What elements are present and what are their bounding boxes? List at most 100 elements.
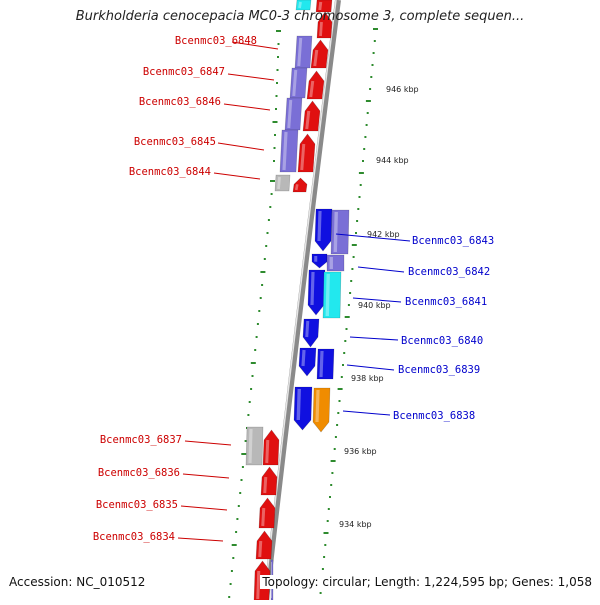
gene-6837-block bbox=[245, 426, 264, 466]
ruler-right-tick bbox=[337, 388, 343, 390]
ruler-right-tick bbox=[323, 532, 329, 534]
ruler-right-tick bbox=[351, 268, 354, 270]
gene-arrow-6844-red-shine bbox=[300, 143, 306, 171]
ruler-right-tick bbox=[324, 544, 327, 546]
ruler-right-tick bbox=[319, 592, 322, 594]
ruler-left-tick bbox=[254, 349, 257, 351]
ruler-dots bbox=[228, 28, 378, 598]
gene-6846-block-shine bbox=[287, 99, 293, 129]
gene-6840-arrow-shine bbox=[305, 320, 310, 338]
gene-6837-arrow-shine bbox=[265, 439, 270, 464]
ruler-right-tick bbox=[356, 220, 359, 222]
ruler-left-tick bbox=[261, 284, 264, 286]
gene-6845-block-shine bbox=[282, 131, 288, 171]
gene-6839-arrow bbox=[298, 347, 317, 377]
gene-6840-arrow-shape bbox=[302, 318, 320, 348]
ruler-left-tick bbox=[250, 388, 253, 390]
map-title: Burkholderia cenocepacia MC0-3 chromosom… bbox=[75, 9, 525, 24]
ruler-left-upper-tick bbox=[274, 134, 276, 136]
backbone bbox=[263, 0, 341, 601]
gene-6839-block bbox=[316, 348, 335, 380]
ruler-left-tick bbox=[235, 531, 238, 533]
gene-label-bcenmc03-6845: Bcenmc03_6845 bbox=[134, 136, 216, 148]
gene-label-bcenmc03-6848: Bcenmc03_6848 bbox=[175, 35, 257, 47]
ruler-right-tick bbox=[373, 40, 376, 42]
gene-6835-arrow-shape bbox=[258, 497, 276, 529]
gene-6845-block-shape bbox=[279, 129, 299, 173]
gene-bottom-arrow-shine bbox=[256, 570, 261, 600]
gene-6837-arrow bbox=[262, 429, 280, 466]
ruler-right-tick bbox=[336, 424, 339, 426]
ruler-right-tick bbox=[365, 124, 368, 126]
leader-line bbox=[335, 233, 411, 242]
gene-6838-arrow-shine bbox=[296, 388, 301, 421]
gene-arrow-6844-red-shape bbox=[297, 133, 316, 173]
ruler-left-tick bbox=[251, 375, 254, 377]
gene-6839-arrow-shape bbox=[298, 347, 317, 377]
gene-6843-block bbox=[330, 209, 350, 255]
gene-6834-arrow-shape bbox=[255, 530, 273, 560]
gene-arrow-6845-red-shape bbox=[302, 100, 321, 132]
gene-label-bcenmc03-6847: Bcenmc03_6847 bbox=[143, 66, 225, 78]
ruler-left-tick bbox=[248, 401, 251, 403]
ruler-left-upper-tick bbox=[273, 160, 275, 162]
gene-label-bcenmc03-6841: Bcenmc03_6841 bbox=[405, 296, 487, 308]
gene-6848-block-shine bbox=[297, 37, 303, 67]
gene-6844-block bbox=[274, 174, 291, 192]
ruler-left-tick bbox=[237, 505, 240, 507]
gene-label-bcenmc03-6842: Bcenmc03_6842 bbox=[408, 266, 490, 278]
ruler-right-tick bbox=[366, 112, 369, 114]
ruler-right-tick bbox=[351, 244, 357, 246]
leader-line bbox=[342, 410, 391, 416]
ruler-right-tick bbox=[358, 172, 364, 174]
ruler-right-tick bbox=[340, 376, 343, 378]
gene-6841-arrow bbox=[307, 269, 326, 316]
ruler-left-tick bbox=[260, 271, 266, 273]
gene-arrow-top-partial bbox=[315, 0, 333, 13]
ruler-left-tick bbox=[269, 206, 272, 208]
leader-line bbox=[182, 473, 230, 479]
leader-line bbox=[217, 142, 265, 151]
gene-6842-arrow bbox=[311, 253, 328, 269]
gene-6842-arrow-shape bbox=[311, 253, 328, 269]
gene-label-bcenmc03-6839: Bcenmc03_6839 bbox=[398, 364, 480, 376]
ruler-labels: 946 kbp 944 kbp 942 kbp 940 kbp 938 kbp 936 k… bbox=[339, 85, 419, 529]
gene-6843-arrow-shape bbox=[314, 208, 333, 252]
gene-arrow-6846-red-shine bbox=[309, 80, 315, 98]
ruler-left-upper-tick bbox=[276, 69, 279, 71]
gene-6846-block bbox=[284, 97, 303, 131]
ruler-left-tick bbox=[270, 193, 273, 195]
gene-arrow-6847-red-shape bbox=[310, 39, 329, 69]
gene-arrow-6848-red bbox=[316, 11, 333, 39]
ruler-left-upper-tick bbox=[275, 95, 278, 97]
ruler-label: 940 kbp bbox=[358, 301, 391, 310]
ruler-left-upper-tick bbox=[276, 82, 278, 84]
ruler-left-tick bbox=[270, 180, 275, 182]
ruler-left-tick bbox=[228, 596, 231, 598]
ruler-right-tick bbox=[372, 52, 375, 54]
ruler-right-tick bbox=[355, 232, 357, 234]
ruler-right-tick bbox=[347, 304, 350, 306]
gene-label-bcenmc03-6840: Bcenmc03_6840 bbox=[401, 335, 483, 347]
gene-arrow-small-red-shine bbox=[294, 184, 299, 191]
gene-arrow-6845-red bbox=[302, 100, 321, 132]
ruler-left-tick bbox=[250, 362, 256, 364]
ruler-left-tick bbox=[256, 323, 259, 325]
ruler-right-tick bbox=[333, 448, 336, 450]
ruler-right-tick bbox=[349, 292, 352, 294]
gene-6843-arrow-shine bbox=[317, 210, 322, 242]
gene-6834-arrow bbox=[255, 530, 273, 560]
leader-line bbox=[184, 440, 232, 446]
gene-arrow-6844-red bbox=[297, 133, 316, 173]
ruler-right-tick bbox=[373, 28, 378, 30]
ruler-right-tick bbox=[329, 496, 331, 498]
gene-6836-arrow-shine bbox=[263, 476, 268, 494]
gene-6847-block-shape bbox=[289, 67, 308, 99]
ruler-left-tick bbox=[230, 570, 233, 572]
ruler-left-tick bbox=[247, 414, 250, 416]
gene-6843-arrow bbox=[314, 208, 333, 252]
ruler-left-tick bbox=[267, 219, 270, 221]
ruler-right-tick bbox=[337, 412, 340, 414]
gene-label-bcenmc03-6843: Bcenmc03_6843 bbox=[412, 235, 494, 247]
